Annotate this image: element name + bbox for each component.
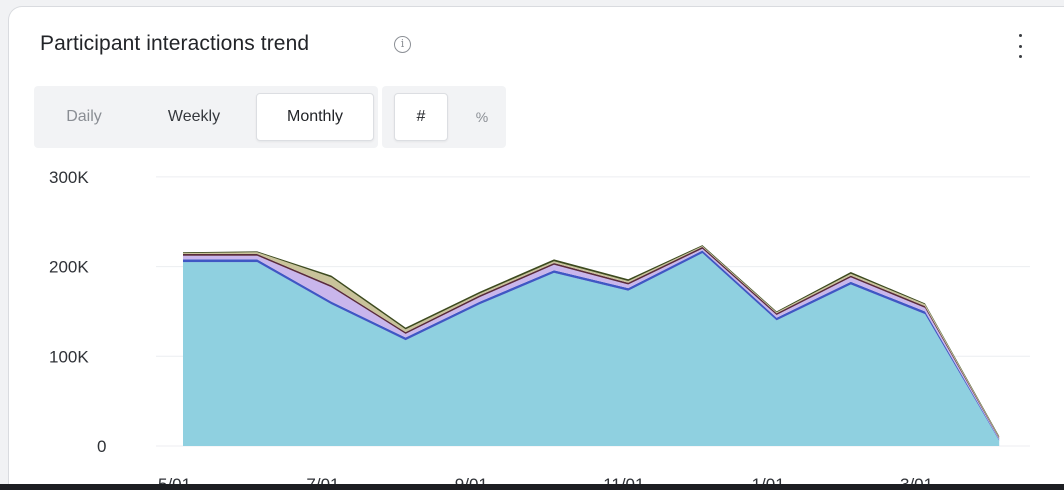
y-axis: 300K 200K 100K 0 (49, 168, 106, 456)
y-tick-label: 0 (97, 437, 106, 456)
weekly-toggle-button[interactable]: Weekly (167, 108, 221, 125)
y-tick-label: 300K (49, 168, 89, 187)
period-toggle: Daily Weekly Monthly (34, 86, 378, 148)
widget-title: Participant interactions trend (40, 32, 310, 55)
count-toggle-button[interactable]: # (394, 93, 448, 141)
monthly-toggle-button[interactable]: Monthly (256, 93, 374, 141)
unit-toggle: # % (382, 86, 506, 148)
daily-toggle-button[interactable]: Daily (66, 108, 102, 125)
taskbar-strip (0, 484, 1064, 490)
y-tick-label: 100K (49, 347, 89, 366)
kebab-menu-icon[interactable] (1012, 34, 1028, 58)
y-tick-label: 200K (49, 258, 89, 277)
area-series-0[interactable] (183, 253, 1000, 446)
percent-toggle-button[interactable]: % (475, 109, 489, 125)
info-icon[interactable]: i (394, 36, 411, 53)
area-series (183, 245, 1000, 446)
